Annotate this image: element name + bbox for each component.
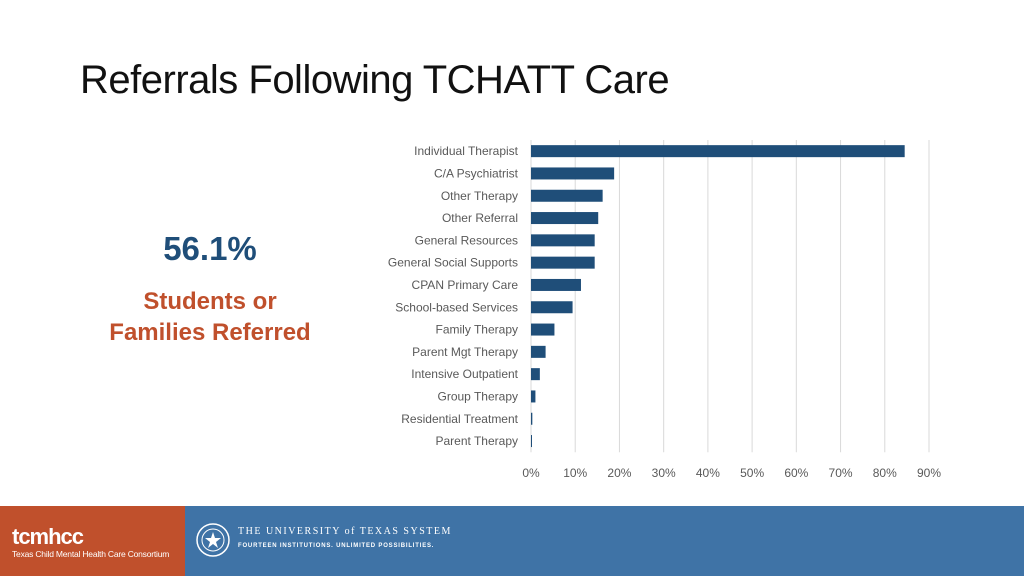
category-label: Intensive Outpatient — [411, 367, 518, 381]
category-label: Residential Treatment — [401, 412, 518, 426]
bar — [531, 234, 595, 247]
bar — [531, 212, 599, 225]
bar — [531, 368, 540, 381]
x-tick-label: 10% — [563, 466, 587, 480]
x-tick-label: 70% — [829, 466, 853, 480]
category-label: Other Referral — [442, 211, 518, 225]
stat-block: 56.1% Students or Families Referred — [80, 230, 340, 348]
x-tick-label: 30% — [652, 466, 676, 480]
bar — [531, 301, 573, 314]
bar — [531, 189, 603, 202]
bar — [531, 323, 555, 336]
category-label: Individual Therapist — [414, 144, 519, 158]
category-label: Parent Therapy — [436, 434, 519, 448]
bar — [531, 278, 581, 291]
referrals-bar-chart: 0% 10% 20% 30% 40% 50% 60% 70% 80% 90% Individual … — [388, 140, 941, 480]
x-tick-label: 40% — [696, 466, 720, 480]
category-label: Other Therapy — [441, 189, 518, 203]
bar — [531, 167, 615, 180]
bar — [531, 145, 905, 158]
brand-subtitle: Texas Child Mental Health Care Consortiu… — [12, 549, 170, 559]
ut-seal-icon — [196, 523, 230, 557]
footer-bar: tcmhcc Texas Child Mental Health Care Co… — [0, 506, 1024, 576]
category-label: Parent Mgt Therapy — [412, 345, 518, 359]
page-title: Referrals Following TCHATT Care — [80, 58, 670, 102]
stat-value: 56.1% — [163, 230, 257, 267]
x-tick-label: 80% — [873, 466, 897, 480]
stat-label: Students or Families Referred — [80, 286, 340, 348]
ut-tagline: FOURTEEN INSTITUTIONS. UNLIMITED POSSIBI… — [238, 543, 435, 549]
x-tick-label: 90% — [917, 466, 941, 480]
category-label: C/A Psychiatrist — [434, 166, 519, 180]
category-label: General Social Supports — [388, 256, 518, 270]
category-label: Family Therapy — [436, 323, 518, 337]
ut-system-name: THE UNIVERSITY of TEXAS SYSTEM — [238, 526, 452, 537]
stat-label-line2: Families Referred — [109, 319, 311, 346]
stat-label-line1: Students or — [143, 288, 277, 315]
x-tick-label: 60% — [784, 466, 808, 480]
brand-name: tcmhcc — [12, 524, 84, 549]
category-label: General Resources — [415, 233, 518, 247]
bar — [531, 435, 532, 448]
bar — [531, 412, 533, 425]
category-label: CPAN Primary Care — [412, 278, 519, 292]
category-label: School-based Services — [395, 300, 518, 314]
bar — [531, 390, 536, 403]
category-label: Group Therapy — [438, 389, 519, 403]
bar — [531, 256, 595, 269]
bar — [531, 345, 546, 358]
tcmhcc-logo: tcmhcc Texas Child Mental Health Care Co… — [0, 506, 185, 576]
x-tick-label: 50% — [740, 466, 764, 480]
x-tick-label: 20% — [607, 466, 631, 480]
x-tick-label: 0% — [522, 466, 540, 480]
